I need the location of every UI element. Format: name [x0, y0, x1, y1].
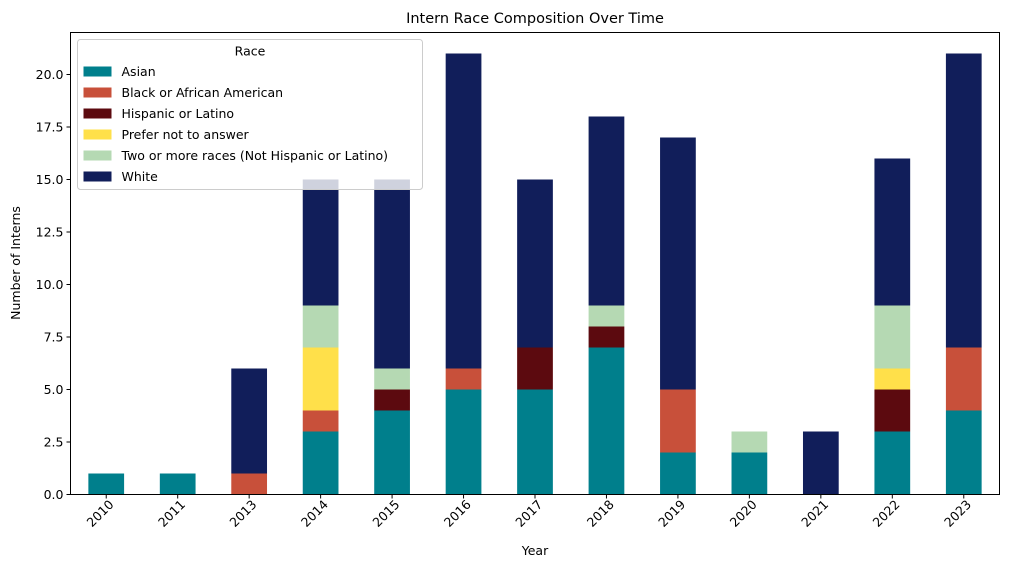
- bar-2022-series-5: [874, 158, 911, 306]
- bar-2022-series-3: [874, 368, 911, 390]
- y-tick-label: 15.0: [36, 172, 64, 187]
- y-tick-label: 20.0: [36, 67, 64, 82]
- x-tick-label: 2020: [727, 497, 760, 530]
- bar-2023-series-0: [945, 410, 982, 495]
- legend-label: Black or African American: [122, 85, 284, 100]
- bar-2014-series-3: [302, 347, 339, 411]
- bar-2010-series-0: [88, 473, 125, 495]
- x-tick-label: 2021: [798, 497, 831, 530]
- legend-frame: [77, 39, 423, 190]
- x-axis-label: Year: [521, 543, 549, 558]
- bar-2021-series-5: [802, 431, 839, 495]
- x-tick-label: 2022: [870, 497, 903, 530]
- bar-2018-series-5: [588, 116, 625, 306]
- legend-swatch: [83, 108, 112, 119]
- bar-2022-series-0: [874, 431, 911, 495]
- x-tick-label: 2017: [512, 497, 545, 530]
- bar-2015-series-5: [374, 179, 410, 369]
- legend-label: Asian: [122, 64, 156, 79]
- bar-2014-series-5: [302, 179, 339, 306]
- bar-2019-series-1: [660, 389, 696, 453]
- x-tick-label: 2015: [369, 497, 402, 530]
- bar-2014-series-1: [302, 410, 339, 432]
- legend-title: Race: [235, 44, 266, 59]
- bar-2015-series-2: [374, 389, 410, 411]
- bar-2015-series-4: [374, 368, 410, 390]
- bar-2019-series-0: [660, 452, 696, 495]
- legend-swatch: [83, 171, 112, 182]
- legend-label: White: [122, 169, 159, 184]
- bar-2014-series-0: [302, 431, 339, 495]
- legend-label: Prefer not to answer: [122, 127, 250, 142]
- bar-2016-series-1: [445, 368, 482, 390]
- x-tick-label: 2019: [655, 497, 688, 530]
- x-tick-label: 2016: [441, 497, 474, 530]
- legend-swatch: [83, 66, 112, 77]
- bar-2017-series-5: [517, 179, 553, 348]
- bar-2017-series-2: [517, 347, 553, 390]
- bars-layer: [88, 53, 982, 495]
- bar-2019-series-5: [660, 137, 696, 390]
- bar-2023-series-1: [945, 347, 982, 411]
- y-axis: 0.0 2.5 5.0 7.5 10.0 12.5 15.0 17.5 20.0: [36, 67, 71, 502]
- y-tick-label: 2.5: [44, 435, 64, 450]
- bar-2017-series-0: [517, 389, 553, 495]
- bar-2016-series-5: [445, 53, 482, 369]
- y-tick-label: 7.5: [44, 330, 64, 345]
- x-tick-label: 2014: [298, 497, 331, 530]
- bar-2015-series-0: [374, 410, 410, 495]
- x-axis: 2010 2011 2013 2014 2015 2016 2017 2018 2019 2020…: [83, 494, 974, 530]
- bar-2022-series-4: [874, 305, 911, 369]
- bar-2016-series-0: [445, 389, 482, 495]
- legend-label: Two or more races (Not Hispanic or Latin…: [121, 148, 389, 163]
- bar-2014-series-4: [302, 305, 339, 348]
- legend-swatch: [83, 129, 112, 140]
- bar-2013-series-1: [231, 473, 268, 495]
- y-tick-label: 10.0: [36, 277, 64, 292]
- y-tick-label: 17.5: [36, 120, 64, 135]
- bar-2020-series-0: [731, 452, 768, 495]
- y-tick-label: 5.0: [44, 382, 64, 397]
- legend-swatch: [83, 150, 112, 161]
- bar-2013-series-5: [231, 368, 268, 474]
- x-tick-label: 2010: [83, 497, 116, 530]
- x-tick-label: 2011: [155, 497, 188, 530]
- bar-2011-series-0: [159, 473, 196, 495]
- bar-2018-series-0: [588, 347, 625, 495]
- bar-2020-series-4: [731, 431, 768, 453]
- x-tick-label: 2023: [941, 497, 974, 530]
- legend-swatch: [83, 87, 112, 98]
- y-axis-label: Number of Interns: [8, 206, 23, 320]
- bar-2018-series-2: [588, 326, 625, 348]
- y-tick-label: 0.0: [44, 487, 64, 502]
- legend-label: Hispanic or Latino: [122, 106, 235, 121]
- x-tick-label: 2013: [226, 497, 259, 530]
- x-tick-label: 2018: [584, 497, 617, 530]
- chart-title: Intern Race Composition Over Time: [406, 11, 664, 27]
- bar-2023-series-5: [945, 53, 982, 348]
- bar-2018-series-4: [588, 305, 625, 327]
- legend: Race Asian Black or African American Hispan…: [77, 39, 423, 190]
- y-tick-label: 12.5: [36, 225, 64, 240]
- plot-frame: [70, 32, 1000, 495]
- bar-2022-series-2: [874, 389, 911, 432]
